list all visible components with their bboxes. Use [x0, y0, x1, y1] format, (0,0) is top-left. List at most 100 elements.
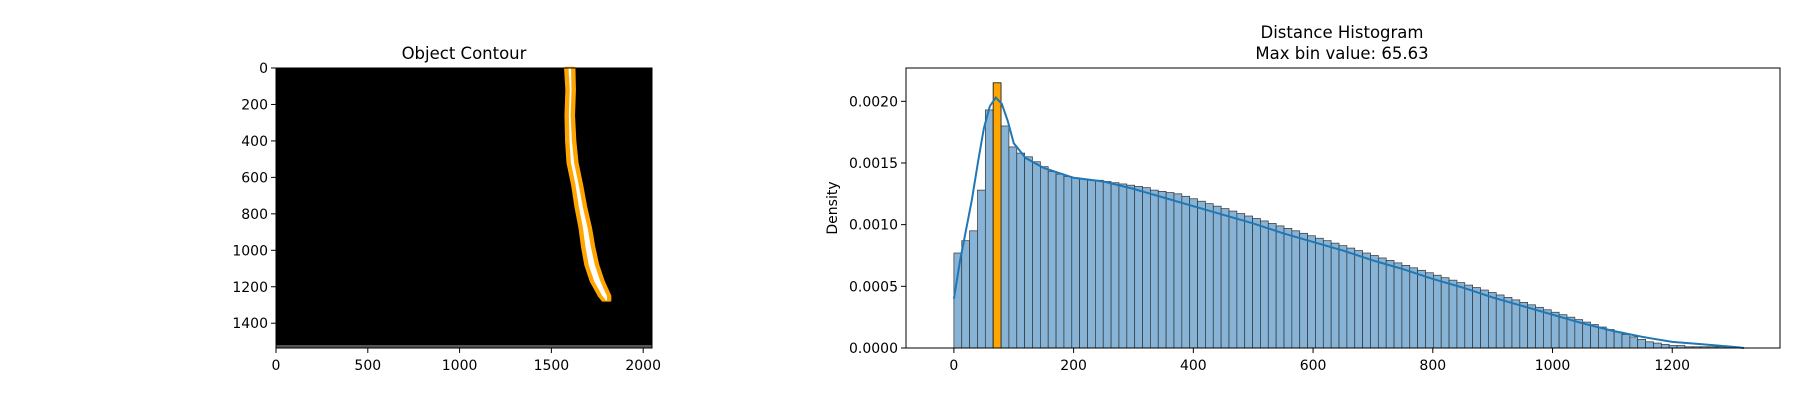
- hist-bar: [1354, 250, 1363, 349]
- hist-x-tick-label: 600: [1300, 358, 1327, 374]
- hist-bar: [961, 240, 970, 349]
- contour-y-ticks: 0 200 400 600 800 1000 1200 1400: [232, 61, 276, 332]
- hist-bar: [1008, 146, 1018, 349]
- hist-x-tick-label: 200: [1060, 358, 1087, 374]
- hist-bar: [1095, 179, 1104, 349]
- contour-image-frame: [275, 67, 653, 349]
- hist-kde-line: [952, 96, 1745, 349]
- hist-bar: [1071, 177, 1081, 349]
- hist-bar: [1456, 282, 1466, 349]
- hist-bar: [1228, 210, 1238, 349]
- hist-bar: [1260, 220, 1269, 349]
- hist-bar: [1307, 235, 1316, 349]
- hist-x-tick-label: 800: [1419, 358, 1446, 374]
- contour-x-tick-label: 0: [272, 358, 281, 374]
- contour-x-tick-label: 1500: [534, 358, 570, 374]
- contour-image-bottom-strip: [276, 345, 652, 348]
- hist-bar: [1377, 257, 1387, 349]
- hist-bar: [1605, 329, 1615, 349]
- hist-bar: [1079, 178, 1088, 349]
- hist-subtitle: Max bin value: 65.63: [1255, 44, 1428, 63]
- hist-bar: [1283, 228, 1293, 349]
- hist-bar: [1558, 314, 1568, 349]
- hist-x-tick-label: 1200: [1654, 358, 1690, 374]
- hist-bar: [1621, 334, 1631, 349]
- hist-bar: [1291, 230, 1301, 349]
- hist-panel: Distance Histogram Max bin value: 65.63 …: [825, 23, 1781, 374]
- hist-bar: [1425, 272, 1434, 349]
- hist-bar: [1220, 208, 1230, 349]
- hist-bar: [1024, 156, 1033, 349]
- hist-bar: [1330, 242, 1340, 349]
- hist-bar: [1236, 213, 1246, 349]
- hist-bar: [1315, 237, 1324, 349]
- hist-bar: [1385, 260, 1395, 349]
- hist-bar: [1000, 125, 1010, 349]
- hist-bar: [1063, 176, 1073, 349]
- hist-bar: [1142, 187, 1151, 349]
- hist-bar: [1102, 181, 1112, 349]
- hist-bar: [1480, 289, 1489, 349]
- hist-bar: [1134, 186, 1143, 349]
- hist-y-tick-label: 0.0000: [849, 341, 898, 357]
- hist-bar: [1653, 342, 1662, 349]
- contour-object-layer: [564, 66, 612, 302]
- hist-bar: [1543, 309, 1552, 349]
- contour-title: Object Contour: [402, 44, 527, 63]
- hist-bars: [953, 107, 1741, 349]
- hist-bar: [1519, 302, 1529, 349]
- hist-bar: [1205, 203, 1214, 349]
- hist-bar: [1032, 161, 1041, 349]
- contour-y-tick-label: 1200: [232, 280, 268, 296]
- contour-x-tick-label: 1000: [442, 358, 478, 374]
- hist-x-ticks: 0 200 400 600 800 1000 1200: [949, 348, 1690, 374]
- hist-bar: [1448, 279, 1458, 349]
- hist-highlight-bar: [992, 82, 1002, 349]
- hist-bar: [1338, 245, 1348, 349]
- hist-bar: [1660, 343, 1670, 349]
- hist-bar: [1432, 274, 1442, 349]
- hist-bar: [1362, 252, 1371, 349]
- hist-bar: [1488, 292, 1497, 349]
- hist-y-tick-label: 0.0010: [849, 218, 898, 234]
- hist-bar: [1370, 255, 1379, 349]
- contour-y-tick-label: 400: [241, 134, 268, 150]
- hist-bar: [1393, 262, 1403, 349]
- hist-bar: [1189, 198, 1198, 349]
- hist-ylabel: Density: [825, 181, 841, 234]
- hist-bar: [1055, 173, 1065, 349]
- contour-panel: Object Contour 0 500 1000 1500 2000 0 200 400 6…: [232, 44, 661, 374]
- hist-bar: [1590, 324, 1599, 349]
- hist-title: Distance Histogram: [1261, 23, 1424, 42]
- hist-bar: [1527, 304, 1536, 349]
- hist-bar: [1150, 189, 1159, 349]
- hist-bar: [1550, 311, 1560, 349]
- hist-bar: [1173, 193, 1183, 349]
- hist-bar: [953, 252, 963, 349]
- hist-bar: [1417, 269, 1426, 349]
- hist-bar: [1346, 247, 1356, 349]
- hist-y-ticks: 0.0000 0.0005 0.0010 0.0015 0.0020: [849, 94, 906, 357]
- hist-bar: [1495, 294, 1505, 349]
- contour-y-tick-label: 200: [241, 97, 268, 113]
- hist-bar: [1016, 152, 1025, 349]
- hist-bar: [1087, 179, 1096, 349]
- contour-y-tick-label: 1000: [232, 243, 268, 259]
- contour-x-tick-label: 2000: [625, 358, 661, 374]
- hist-bar: [1409, 267, 1418, 349]
- hist-bar: [1535, 306, 1544, 349]
- hist-bar: [1252, 218, 1261, 349]
- hist-bar: [1401, 265, 1411, 349]
- hist-y-tick-label: 0.0020: [849, 94, 898, 110]
- hist-x-tick-label: 1000: [1535, 358, 1571, 374]
- contour-y-tick-label: 800: [241, 207, 268, 223]
- hist-bar: [1212, 205, 1222, 349]
- contour-y-tick-label: 0: [259, 61, 268, 77]
- hist-bar: [1472, 287, 1481, 349]
- hist-bar: [1275, 225, 1285, 349]
- hist-bar: [1503, 297, 1513, 349]
- hist-bar: [1244, 215, 1253, 349]
- hist-bar: [1645, 341, 1654, 349]
- contour-y-tick-label: 1400: [232, 316, 268, 332]
- hist-bar: [1637, 339, 1646, 349]
